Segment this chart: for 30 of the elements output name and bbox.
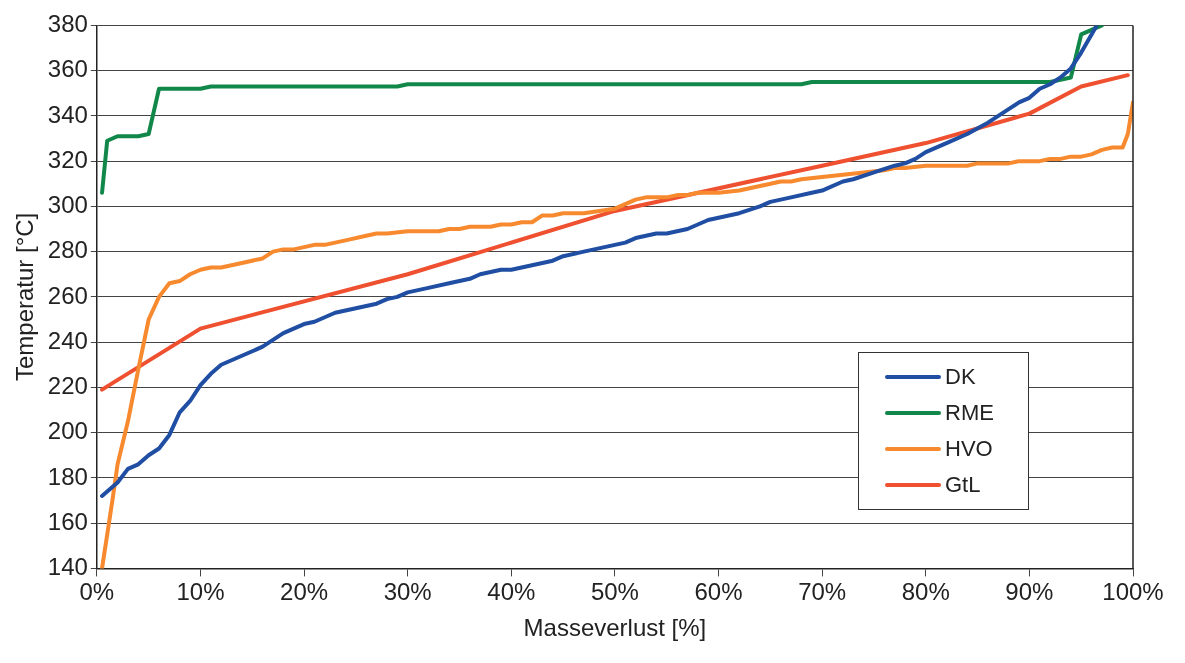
y-tick-label: 260: [47, 281, 88, 309]
y-tick-label: 380: [47, 10, 88, 38]
x-tick-label: 60%: [694, 578, 743, 606]
legend-label: RME: [945, 400, 995, 427]
y-tick-label: 160: [47, 507, 88, 535]
y-tick-label: 360: [47, 55, 88, 83]
legend-label: HVO: [945, 436, 994, 463]
x-tick-label: 80%: [901, 578, 950, 606]
y-tick-label: 200: [47, 417, 88, 445]
x-tick-label: 10%: [176, 578, 225, 606]
legend-label: DK: [945, 364, 977, 391]
x-tick-label: 90%: [1005, 578, 1054, 606]
x-tick-label: 20%: [280, 578, 329, 606]
legend-label: GtL: [945, 472, 982, 499]
y-tick-label: 220: [47, 372, 88, 400]
x-tick-label: 30%: [383, 578, 432, 606]
y-axis-title: Temperatur [°C]: [11, 212, 39, 382]
y-tick-label: 140: [47, 553, 88, 581]
x-tick-label: 70%: [798, 578, 847, 606]
y-tick-label: 280: [47, 236, 88, 264]
y-tick-label: 340: [47, 100, 88, 128]
x-tick-label: 40%: [487, 578, 536, 606]
y-tick-label: 240: [47, 326, 88, 354]
x-tick-label: 100%: [1102, 578, 1164, 606]
y-tick-label: 320: [47, 145, 88, 173]
x-tick-label: 50%: [590, 578, 639, 606]
x-tick-label: 0%: [79, 578, 115, 606]
x-axis-title: Masseverlust [%]: [523, 614, 707, 642]
y-tick-label: 180: [47, 462, 88, 490]
y-tick-label: 300: [47, 191, 88, 219]
